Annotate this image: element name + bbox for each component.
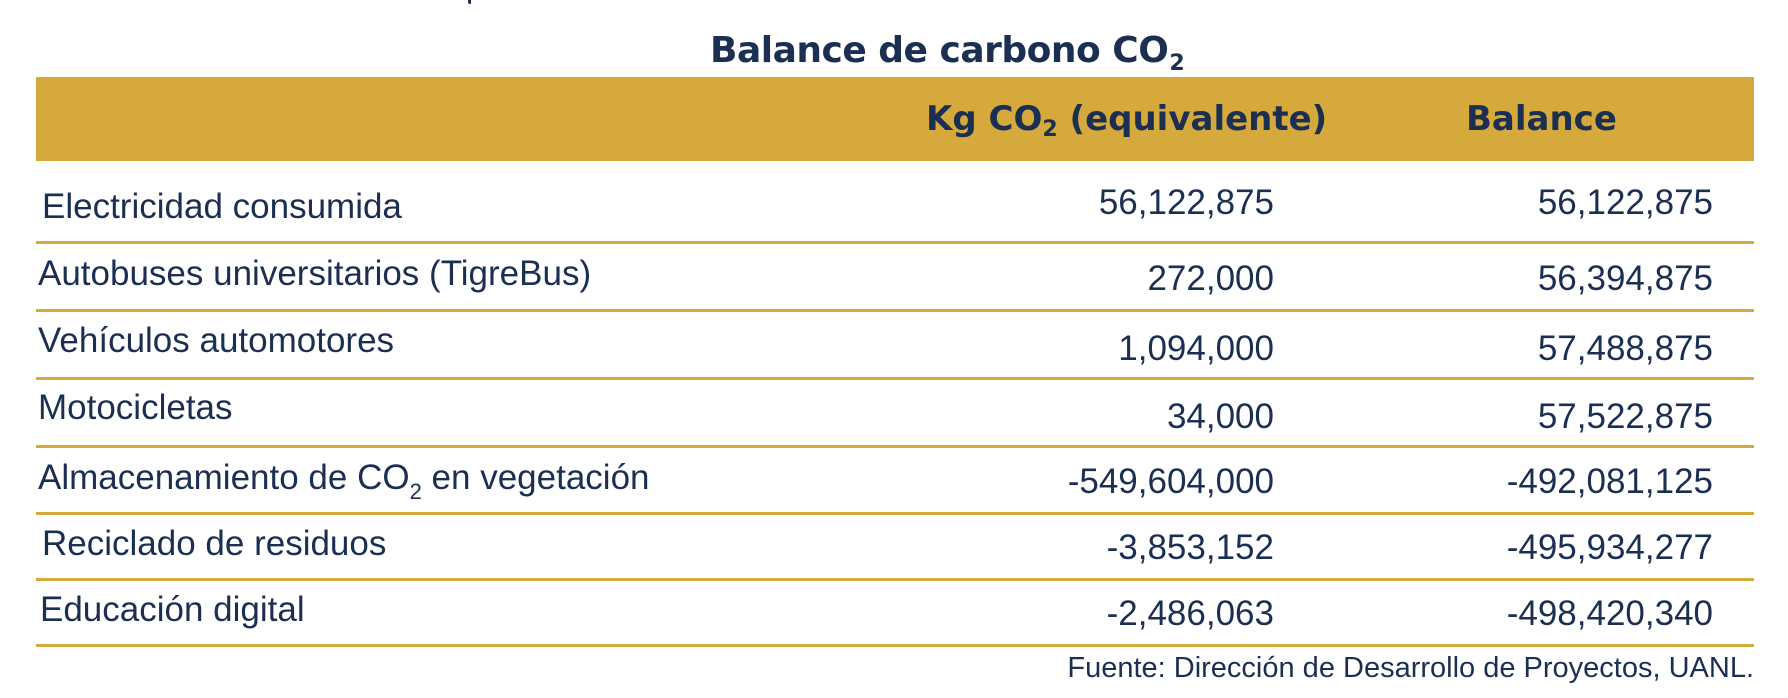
table-row: Almacenamiento de CO2 en vegetación -549… (36, 448, 1754, 515)
row-kg-value: -3,853,152 (1106, 528, 1274, 567)
column-header-kg-subscript: 2 (1042, 117, 1058, 142)
row-kg-value: -2,486,063 (1106, 594, 1274, 633)
row-label-suffix: en vegetación (421, 458, 650, 497)
row-kg-value: 34,000 (1166, 397, 1274, 436)
row-label: Reciclado de residuos (42, 524, 387, 563)
row-label: Vehículos automotores (38, 321, 395, 360)
row-balance-value: -498,420,340 (1506, 594, 1713, 633)
table-row: Educación digital -2,486,063 -498,420,34… (36, 581, 1754, 647)
table-title-text: Balance de carbono CO (710, 30, 1169, 71)
row-label: Educación digital (40, 590, 305, 629)
row-kg-value: 56,122,875 (1098, 183, 1274, 222)
row-label: Motocicletas (38, 388, 233, 427)
cropped-text-fragment (468, 0, 479, 4)
row-balance-value: -492,081,125 (1506, 462, 1713, 501)
column-header-kg-suffix: (equivalente) (1057, 99, 1328, 139)
row-balance-value: -495,934,277 (1506, 528, 1713, 567)
source-note: Fuente: Dirección de Desarrollo de Proye… (1067, 652, 1754, 684)
table-row: Autobuses universitarios (TigreBus) 272,… (36, 244, 1754, 312)
table-title-subscript: 2 (1169, 51, 1185, 76)
row-label-subscript: 2 (409, 479, 422, 504)
row-label-text: Almacenamiento de CO (38, 458, 410, 497)
column-header-balance: Balance (1466, 99, 1617, 139)
table-row: Electricidad consumida 56,122,875 56,122… (36, 161, 1754, 244)
row-kg-value: 1,094,000 (1118, 329, 1274, 368)
table-row: Vehículos automotores 1,094,000 57,488,8… (36, 312, 1754, 380)
table-header: Kg CO2 (equivalente) Balance (36, 77, 1754, 161)
row-balance-value: 57,522,875 (1537, 397, 1713, 436)
row-balance-value: 56,122,875 (1537, 183, 1713, 222)
table-row: Motocicletas 34,000 57,522,875 (36, 380, 1754, 448)
row-kg-value: 272,000 (1147, 259, 1274, 298)
column-header-kg: Kg CO2 (equivalente) (926, 99, 1327, 142)
table-row: Reciclado de residuos -3,853,152 -495,93… (36, 515, 1754, 581)
row-label: Electricidad consumida (42, 187, 402, 226)
row-balance-value: 57,488,875 (1537, 329, 1713, 368)
column-header-kg-text: Kg CO (926, 99, 1043, 139)
row-kg-value: -549,604,000 (1067, 462, 1274, 501)
row-label: Almacenamiento de CO2 en vegetación (38, 458, 650, 505)
row-label: Autobuses universitarios (TigreBus) (38, 254, 592, 293)
table-title: Balance de carbono CO2 (710, 30, 1185, 76)
row-balance-value: 56,394,875 (1537, 259, 1713, 298)
